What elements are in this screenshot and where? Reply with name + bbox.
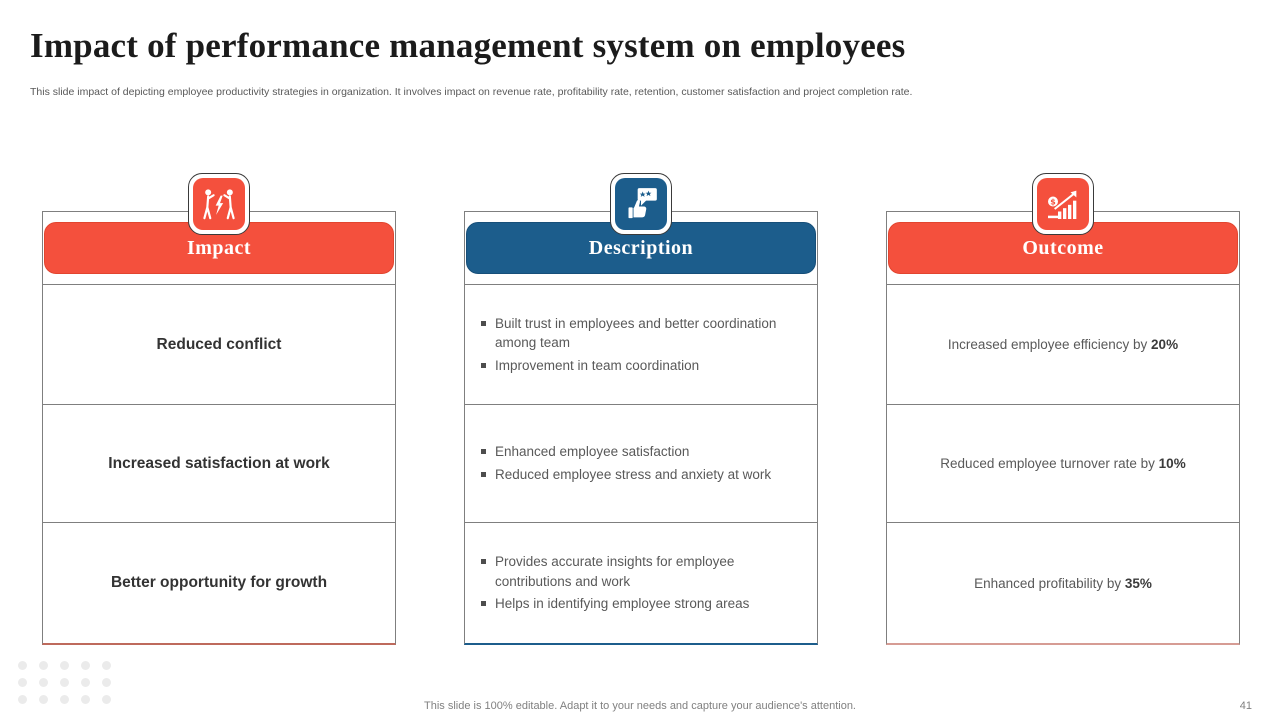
impact-header-label: Impact	[186, 236, 252, 259]
outcome-cell-row3: Enhanced profitability by 35%	[887, 522, 1239, 643]
outcome-value: 10%	[1158, 456, 1186, 471]
bullet-item: Enhanced employee satisfaction	[475, 442, 803, 462]
column-description: Description Built trust in employees and…	[464, 173, 818, 645]
bullet-list: Built trust in employees and better coor…	[475, 311, 803, 379]
outcome-table: Outcome Increased employee efficiency by…	[886, 211, 1240, 645]
impact-cell-row3: Better opportunity for growth	[43, 522, 395, 643]
impact-text: Increased satisfaction at work	[108, 454, 330, 472]
svg-text:$: $	[1050, 197, 1056, 206]
bullet-list: Provides accurate insights for employee …	[475, 549, 803, 617]
bullet-item: Built trust in employees and better coor…	[475, 314, 803, 353]
column-impact: Impact Reduced conflict Increased satisf…	[42, 173, 396, 645]
impact-text: Better opportunity for growth	[110, 574, 328, 591]
column-outcome: $ Outcome Increased employee efficiency …	[886, 173, 1240, 645]
bullet-list: Enhanced employee satisfaction Reduced e…	[475, 439, 803, 487]
feedback-thumbs-up-icon	[610, 173, 672, 235]
growth-bar-chart-icon: $	[1032, 173, 1094, 235]
description-cell-row1: Built trust in employees and better coor…	[465, 284, 817, 404]
bullet-item: Reduced employee stress and anxiety at w…	[475, 465, 803, 485]
conflict-people-icon	[188, 173, 250, 235]
slide-subtitle: This slide impact of depicting employee …	[30, 86, 913, 98]
description-table: Description Built trust in employees and…	[464, 211, 818, 645]
outcome-value: 35%	[1124, 575, 1152, 591]
impact-text: Reduced conflict	[156, 335, 282, 353]
bullet-item: Improvement in team coordination	[475, 356, 803, 376]
description-cell-row3: Provides accurate insights for employee …	[465, 522, 817, 643]
impact-cell-row1: Reduced conflict	[43, 284, 395, 404]
outcome-cell-row2: Reduced employee turnover rate by 10%	[887, 404, 1239, 522]
page-title: Impact of performance management system …	[30, 26, 906, 65]
description-header-label: Description	[588, 236, 694, 259]
footer-note: This slide is 100% editable. Adapt it to…	[424, 700, 856, 712]
bullet-item: Helps in identifying employee strong are…	[475, 594, 803, 614]
page-number: 41	[1239, 700, 1252, 712]
outcome-header-label: Outcome	[1022, 236, 1104, 259]
impact-cell-row2: Increased satisfaction at work	[43, 404, 395, 522]
outcome-text: Increased employee efficiency by 20%	[947, 337, 1179, 352]
outcome-text: Reduced employee turnover rate by 10%	[940, 456, 1186, 471]
decorative-dot-grid	[18, 661, 111, 704]
outcome-text: Enhanced profitability by 35%	[974, 575, 1152, 591]
impact-table: Impact Reduced conflict Increased satisf…	[42, 211, 396, 645]
bullet-item: Provides accurate insights for employee …	[475, 552, 803, 591]
description-cell-row2: Enhanced employee satisfaction Reduced e…	[465, 404, 817, 522]
outcome-value: 20%	[1151, 337, 1179, 352]
outcome-cell-row1: Increased employee efficiency by 20%	[887, 284, 1239, 404]
table-columns: Impact Reduced conflict Increased satisf…	[42, 173, 1240, 645]
